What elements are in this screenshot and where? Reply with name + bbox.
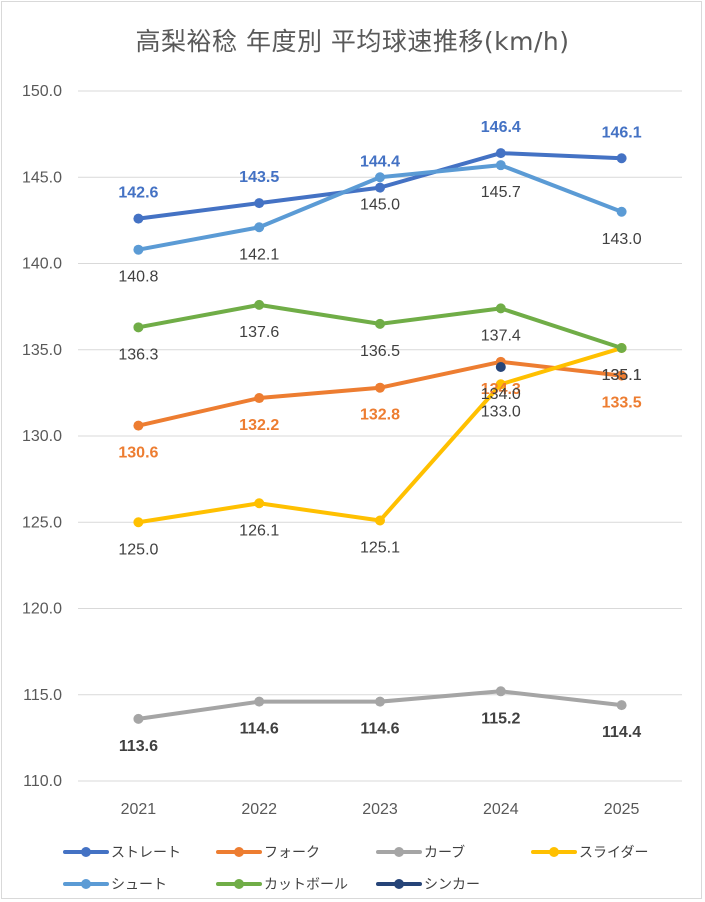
data-point: [616, 700, 627, 711]
data-point: [133, 213, 144, 224]
y-tick-label: 135.0: [22, 342, 62, 359]
data-label: 126.1: [239, 522, 279, 539]
data-point: [616, 343, 627, 354]
legend-label: フォーク: [264, 845, 320, 861]
data-label: 145.0: [360, 196, 400, 213]
y-tick-label: 125.0: [22, 514, 62, 531]
x-tick-label: 2022: [241, 801, 277, 818]
legend-label: シンカー: [424, 877, 480, 893]
data-point: [375, 382, 385, 393]
data-point: [254, 299, 265, 310]
data-point: [375, 172, 385, 183]
data-label: 144.4: [360, 154, 400, 171]
legend-marker: [234, 879, 244, 889]
x-tick-label: 2023: [362, 801, 398, 818]
data-label: 133.5: [602, 395, 642, 412]
data-label: 133.0: [481, 403, 521, 420]
data-point: [495, 379, 506, 390]
data-point: [375, 696, 385, 707]
data-label: 134.0: [481, 386, 521, 403]
data-label: 136.3: [118, 346, 158, 363]
data-point: [495, 686, 506, 697]
data-label: 125.1: [360, 540, 400, 557]
data-label: 142.6: [118, 185, 158, 202]
y-tick-label: 120.0: [22, 601, 62, 618]
y-tick-label: 130.0: [22, 428, 62, 445]
data-label: 142.1: [239, 246, 279, 263]
data-point: [375, 515, 385, 526]
data-point: [254, 393, 265, 404]
y-tick-label: 145.0: [22, 169, 62, 186]
data-label: 115.2: [481, 710, 520, 727]
legend-label: カットボール: [264, 877, 348, 893]
data-label: 146.1: [602, 124, 642, 141]
data-label: 132.2: [239, 417, 279, 434]
chart-title: 高梨裕稔 年度別 平均球速推移(km/h): [135, 27, 570, 56]
data-label: 134.3: [481, 381, 521, 398]
data-point: [495, 148, 506, 159]
data-point: [375, 318, 385, 329]
y-tick-label: 140.0: [22, 256, 62, 273]
data-point: [133, 244, 144, 255]
data-label: 137.6: [239, 324, 279, 341]
data-point: [254, 696, 265, 707]
data-label: 132.8: [360, 407, 400, 424]
data-label: 114.6: [240, 721, 279, 738]
y-tick-label: 110.0: [23, 773, 62, 790]
x-tick-label: 2024: [483, 801, 519, 818]
legend-label: カーブ: [424, 844, 465, 861]
data-label: 114.4: [602, 724, 641, 741]
legend-label: スライダー: [579, 845, 648, 861]
data-point: [495, 303, 506, 314]
data-point: [375, 182, 385, 193]
data-point: [495, 160, 506, 171]
data-point: [133, 517, 144, 528]
data-point: [133, 420, 144, 431]
y-tick-label: 115.0: [23, 687, 62, 704]
data-label: 140.8: [118, 269, 158, 286]
legend-label: シュート: [111, 877, 167, 893]
data-point: [133, 322, 144, 333]
x-tick-label: 2021: [121, 801, 157, 818]
data-label: 113.6: [119, 738, 158, 755]
legend-marker: [234, 847, 244, 857]
legend-marker: [81, 879, 91, 889]
legend-marker: [394, 879, 404, 889]
data-point: [133, 713, 144, 724]
data-point: [254, 498, 265, 509]
x-tick-label: 2025: [604, 801, 640, 818]
data-label: 143.0: [602, 231, 642, 248]
data-label: 143.5: [239, 169, 279, 186]
legend-marker: [81, 847, 91, 857]
data-point: [616, 370, 627, 381]
data-label: 125.0: [118, 541, 158, 558]
data-point: [616, 153, 627, 164]
data-label: 135.1: [602, 367, 642, 384]
data-point: [254, 198, 265, 209]
data-point: [495, 362, 506, 372]
data-label: 146.4: [481, 119, 521, 136]
data-label: 114.6: [360, 721, 399, 738]
data-label: 145.7: [481, 184, 521, 201]
series-line: [136, 346, 624, 525]
data-label: 136.5: [360, 343, 400, 360]
y-tick-label: 150.0: [22, 83, 62, 100]
data-label: 130.6: [118, 445, 158, 462]
legend-marker: [394, 847, 404, 857]
data-point: [254, 222, 265, 233]
data-label: 137.4: [481, 327, 521, 344]
data-point: [616, 206, 627, 217]
data-label: 135.1: [602, 367, 642, 384]
legend-marker: [549, 847, 559, 857]
legend-label: ストレート: [111, 845, 181, 861]
